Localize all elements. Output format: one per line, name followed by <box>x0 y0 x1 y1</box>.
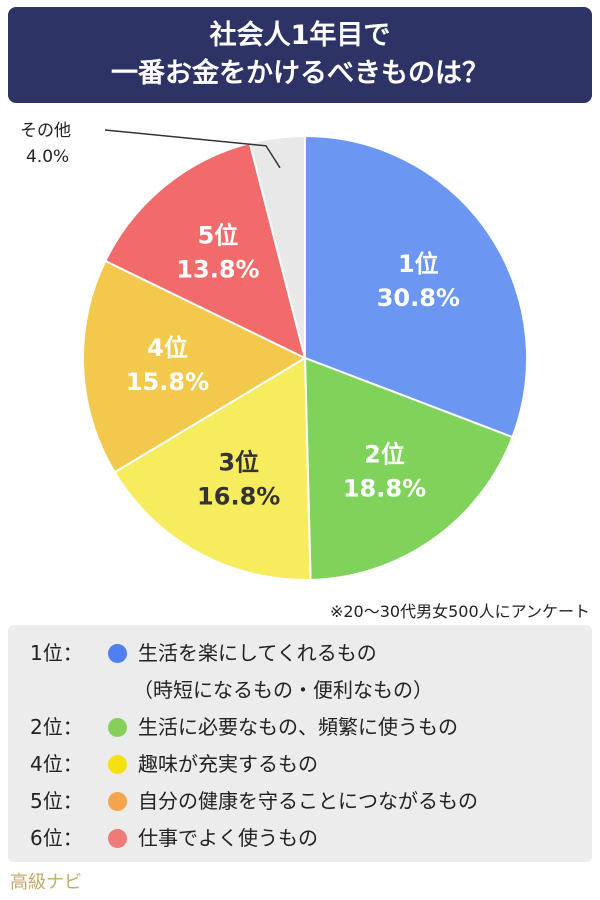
pie-slice-1 <box>304 134 528 439</box>
legend-panel: 1位： 生活を楽にしてくれるもの （時短になるもの・便利なもの） 2位： 生活に… <box>8 625 592 862</box>
legend-rank: 5位： <box>30 789 83 813</box>
legend-color-dot <box>108 828 127 848</box>
slice-rank-label: 1位 <box>398 250 439 278</box>
legend-item-6: 6位： 仕事でよく使うもの <box>30 823 318 853</box>
legend-rank: 6位： <box>30 826 83 850</box>
survey-note: ※20～30代男女500人にアンケート <box>329 602 590 621</box>
legend-color-dot <box>108 754 127 774</box>
slice-value-label: 30.8% <box>377 284 460 312</box>
legend-item-1: 1位： 生活を楽にしてくれるもの <box>30 638 377 668</box>
pie-chart: 1位 30.8% 2位 18.8% 3位 16.8% 4位 15.8% 5位 13.8% その他 4.… <box>20 121 528 581</box>
legend-rank: 2位： <box>30 715 83 739</box>
legend-text: 仕事でよく使うもの <box>138 826 318 850</box>
legend-item-4: 4位： 趣味が充実するもの <box>30 749 318 779</box>
leader-line <box>104 129 281 169</box>
slice-value-label: 18.8% <box>343 474 426 502</box>
slice-value-label: 15.8% <box>126 368 209 396</box>
chart-title-line2: 一番お金をかけるべきものは？ <box>111 58 489 89</box>
slice-rank-label: 4位 <box>147 334 188 362</box>
site-logo: 高級ナビ <box>10 872 82 893</box>
pie-slice-4 <box>82 259 308 474</box>
slice-value-label: 4.0% <box>26 147 69 167</box>
slice-value-label: 13.8% <box>176 255 259 283</box>
legend-item-5: 5位： 自分の健康を守ることにつながるもの <box>30 786 478 816</box>
legend-rank: 1位： <box>30 641 83 665</box>
pie-slice-5 <box>103 141 307 360</box>
legend-color-dot <box>108 791 127 811</box>
legend-text: 生活に必要なもの、頻繁に使うもの <box>138 715 458 739</box>
chart-title-line1: 社会人1年目で <box>209 20 391 51</box>
legend-text: 趣味が充実するもの <box>138 752 318 776</box>
legend-item-2: 2位： 生活に必要なもの、頻繁に使うもの <box>30 712 458 742</box>
pie-slice-6 <box>248 134 306 359</box>
legend-text: 自分の健康を守ることにつながるもの <box>138 789 478 813</box>
chart-title-banner: 社会人1年目で 一番お金をかけるべきものは？ <box>8 7 592 103</box>
pie-slice-2 <box>303 356 514 581</box>
slice-value-label: 16.8% <box>197 483 280 511</box>
legend-color-dot <box>108 717 127 737</box>
slice-rank-label: 2位 <box>364 440 405 468</box>
legend-item-1-sub: （時短になるもの・便利なもの） <box>133 678 433 702</box>
pie-slice-3 <box>113 356 312 581</box>
slice-rank-label: 5位 <box>198 221 239 249</box>
slice-rank-label: 3位 <box>218 449 259 477</box>
legend-color-dot <box>108 643 127 663</box>
legend-rank: 4位： <box>30 752 83 776</box>
slice-rank-label: その他 <box>20 121 71 141</box>
legend-text: 生活を楽にしてくれるもの <box>138 641 377 665</box>
